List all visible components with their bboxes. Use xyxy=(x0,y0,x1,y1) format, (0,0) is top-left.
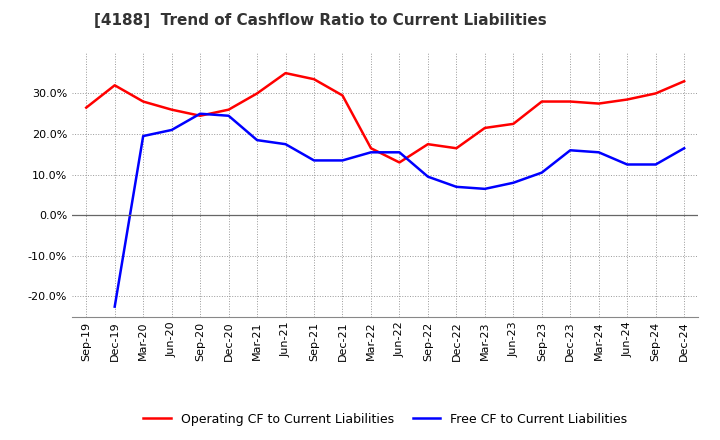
Free CF to Current Liabilities xyxy=(423,174,432,180)
Operating CF to Current Liabilities xyxy=(282,70,290,76)
Free CF to Current Liabilities xyxy=(537,170,546,175)
Free CF to Current Liabilities xyxy=(282,142,290,147)
Operating CF to Current Liabilities xyxy=(310,77,318,82)
Operating CF to Current Liabilities xyxy=(395,160,404,165)
Free CF to Current Liabilities xyxy=(595,150,603,155)
Operating CF to Current Liabilities xyxy=(423,142,432,147)
Free CF to Current Liabilities xyxy=(652,162,660,167)
Operating CF to Current Liabilities xyxy=(225,107,233,112)
Operating CF to Current Liabilities xyxy=(452,146,461,151)
Free CF to Current Liabilities xyxy=(395,150,404,155)
Free CF to Current Liabilities xyxy=(680,146,688,151)
Line: Operating CF to Current Liabilities: Operating CF to Current Liabilities xyxy=(86,73,684,162)
Operating CF to Current Liabilities xyxy=(480,125,489,131)
Operating CF to Current Liabilities xyxy=(537,99,546,104)
Operating CF to Current Liabilities xyxy=(652,91,660,96)
Free CF to Current Liabilities xyxy=(196,111,204,116)
Free CF to Current Liabilities xyxy=(452,184,461,190)
Free CF to Current Liabilities xyxy=(139,133,148,139)
Free CF to Current Liabilities xyxy=(623,162,631,167)
Free CF to Current Liabilities xyxy=(366,150,375,155)
Free CF to Current Liabilities xyxy=(167,127,176,132)
Free CF to Current Liabilities xyxy=(310,158,318,163)
Operating CF to Current Liabilities xyxy=(566,99,575,104)
Operating CF to Current Liabilities xyxy=(338,93,347,98)
Free CF to Current Liabilities xyxy=(566,148,575,153)
Free CF to Current Liabilities xyxy=(253,137,261,143)
Operating CF to Current Liabilities xyxy=(623,97,631,102)
Free CF to Current Liabilities xyxy=(110,304,119,309)
Text: [4188]  Trend of Cashflow Ratio to Current Liabilities: [4188] Trend of Cashflow Ratio to Curren… xyxy=(94,13,546,28)
Free CF to Current Liabilities xyxy=(338,158,347,163)
Operating CF to Current Liabilities xyxy=(139,99,148,104)
Operating CF to Current Liabilities xyxy=(595,101,603,106)
Operating CF to Current Liabilities xyxy=(366,146,375,151)
Operating CF to Current Liabilities xyxy=(167,107,176,112)
Free CF to Current Liabilities xyxy=(225,113,233,118)
Operating CF to Current Liabilities xyxy=(680,79,688,84)
Operating CF to Current Liabilities xyxy=(196,113,204,118)
Operating CF to Current Liabilities xyxy=(110,83,119,88)
Free CF to Current Liabilities xyxy=(480,186,489,191)
Operating CF to Current Liabilities xyxy=(82,105,91,110)
Operating CF to Current Liabilities xyxy=(253,91,261,96)
Legend: Operating CF to Current Liabilities, Free CF to Current Liabilities: Operating CF to Current Liabilities, Fre… xyxy=(138,407,632,430)
Line: Free CF to Current Liabilities: Free CF to Current Liabilities xyxy=(114,114,684,307)
Free CF to Current Liabilities xyxy=(509,180,518,185)
Operating CF to Current Liabilities xyxy=(509,121,518,127)
